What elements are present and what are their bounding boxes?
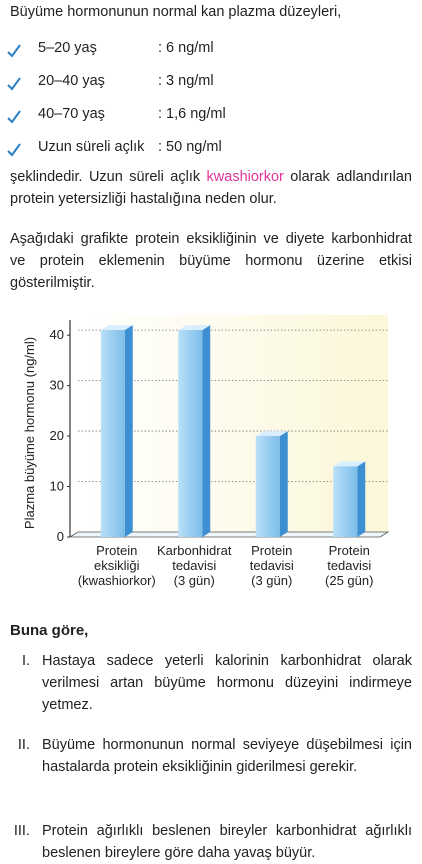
x-tick-line: tedavisi: [327, 558, 371, 573]
paragraph: şeklindedir. Uzun süreli açlık kwashiork…: [10, 166, 412, 210]
x-tick-label: Protein tedavisi (25 gün): [325, 543, 373, 588]
item-value: : 1,6 ng/ml: [158, 106, 226, 122]
x-tick-label: Karbonhidrat tedavisi (3 gün): [157, 543, 232, 588]
list-item: 40–70 yaş : 1,6 ng/ml: [0, 106, 420, 126]
text: olarak adlandırılan protein yetersizliği…: [10, 169, 412, 207]
bar: [100, 325, 133, 537]
y-axis-label: Plazma büyüme hormonu (ng/ml): [22, 337, 37, 529]
check-mark: [7, 110, 21, 124]
x-tick-line: Protein: [96, 543, 137, 558]
bar-side: [279, 431, 288, 537]
bar: [255, 431, 288, 537]
statement-numeral: I.: [21, 653, 30, 669]
bar-side: [357, 461, 366, 537]
x-tick-label: Protein eksikliği (kwashiorkor): [78, 543, 156, 588]
statement-text: Protein ağırlıklı beslenen bireyler karb…: [42, 823, 412, 861]
statement-text: Hastaya sadece yeterli kalorinin karbonh…: [42, 653, 412, 713]
x-tick-line: (3 gün): [251, 573, 292, 588]
item-value: : 3 ng/ml: [158, 73, 214, 89]
bar: [178, 325, 211, 537]
check-mark: [7, 143, 21, 157]
x-tick-line: Protein: [329, 543, 370, 558]
item-label: Uzun süreli açlık: [38, 139, 145, 155]
x-tick-line: (25 gün): [325, 573, 373, 588]
bar-front: [255, 436, 280, 537]
question-lead: Buna göre,: [10, 622, 89, 639]
statement-numeral: II.: [17, 737, 30, 753]
x-tick-line: (kwashiorkor): [78, 573, 156, 588]
item-label: 20–40 yaş: [38, 73, 105, 89]
chart: Plazma büyüme hormonu (ng/ml) 0 10 20 30 40 P…: [22, 315, 390, 588]
y-tick-label: 20: [50, 428, 64, 443]
paragraph: Aşağıdaki grafikte protein eksikliğinin …: [10, 231, 412, 291]
y-tick-label: 40: [50, 327, 64, 342]
list-item: 20–40 yaş : 3 ng/ml: [0, 73, 420, 93]
list-item: 5–20 yaş : 6 ng/ml: [0, 40, 420, 60]
x-tick-line: tedavisi: [172, 558, 216, 573]
y-tick-label: 10: [50, 479, 64, 494]
intro-title: Büyüme hormonunun normal kan plazma düze…: [10, 4, 342, 20]
bar-top: [100, 325, 133, 331]
item-value: : 50 ng/ml: [158, 139, 222, 155]
bar-top: [333, 461, 366, 467]
check-icon: [7, 110, 21, 124]
bar-front: [333, 466, 358, 537]
statement-text: Büyüme hormonunun normal seviyeye düşebi…: [42, 737, 412, 775]
x-tick-line: Protein: [251, 543, 292, 558]
bar-top: [255, 431, 288, 437]
x-tick-label: Protein tedavisi (3 gün): [250, 543, 294, 588]
highlight: kwashiorkor: [206, 169, 284, 185]
item-value: : 6 ng/ml: [158, 40, 214, 56]
x-tick-line: tedavisi: [250, 558, 294, 573]
bar: [333, 461, 366, 537]
y-tick-label: 0: [57, 529, 64, 544]
text: şeklindedir. Uzun süreli açlık: [10, 169, 207, 185]
check-mark: [7, 77, 21, 91]
item-label: 40–70 yaş: [38, 106, 105, 122]
bar-top: [178, 325, 211, 331]
check-icon: [7, 44, 21, 58]
bar-front: [178, 330, 203, 537]
bar-front: [100, 330, 125, 537]
item-label: 5–20 yaş: [38, 40, 97, 56]
check-icon: [7, 77, 21, 91]
bar-side: [124, 325, 133, 537]
x-tick-line: Karbonhidrat: [157, 543, 232, 558]
check-icon: [7, 143, 21, 157]
y-tick-label: 30: [50, 378, 64, 393]
x-tick-line: eksikliği: [94, 558, 140, 573]
check-mark: [7, 44, 21, 58]
bar-side: [202, 325, 211, 537]
list-item: Uzun süreli açlık : 50 ng/ml: [0, 139, 420, 159]
statement-numeral: III.: [13, 823, 30, 839]
x-tick-line: (3 gün): [174, 573, 215, 588]
